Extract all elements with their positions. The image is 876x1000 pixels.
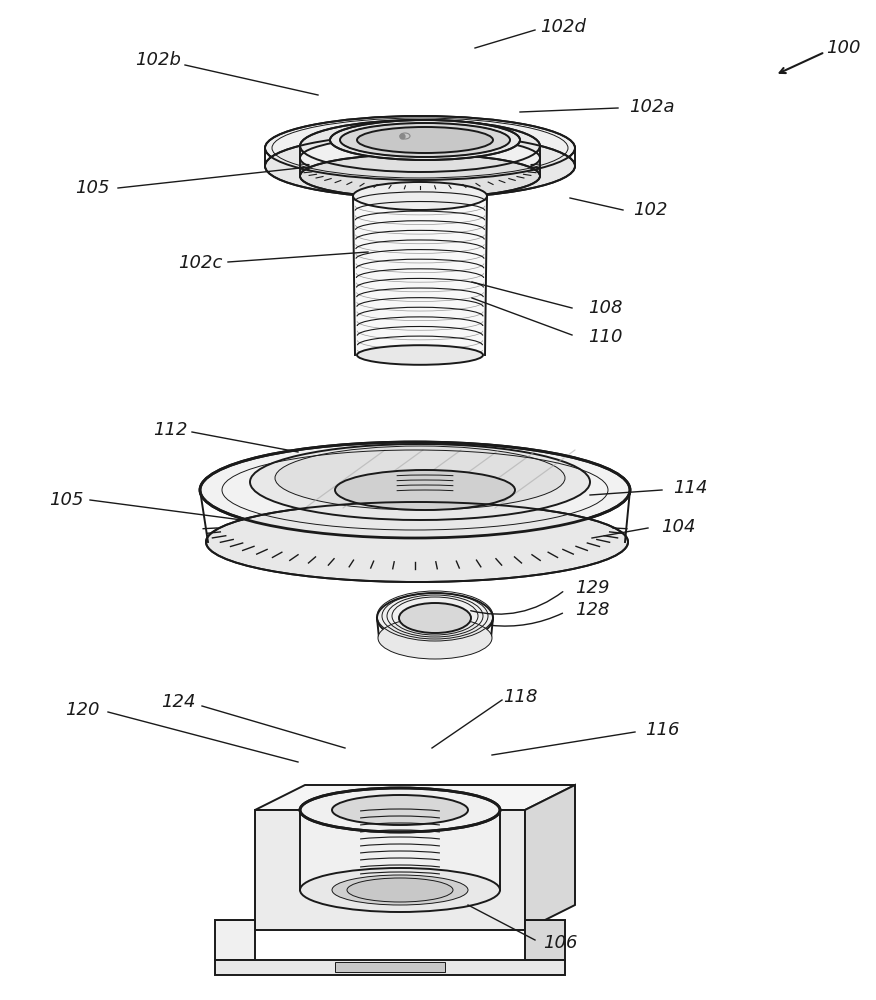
Polygon shape	[255, 785, 575, 810]
Text: 102c: 102c	[178, 254, 223, 272]
Text: 105: 105	[74, 179, 110, 197]
Polygon shape	[525, 920, 565, 960]
Ellipse shape	[357, 345, 483, 365]
Polygon shape	[300, 810, 500, 890]
Text: 105: 105	[49, 491, 83, 509]
Text: 129: 129	[575, 579, 609, 597]
Text: 106: 106	[543, 934, 577, 952]
Ellipse shape	[332, 875, 468, 905]
Text: 102d: 102d	[540, 18, 586, 36]
Ellipse shape	[377, 593, 493, 643]
Text: 118: 118	[503, 688, 537, 706]
Ellipse shape	[399, 603, 471, 633]
Ellipse shape	[250, 444, 590, 520]
Polygon shape	[353, 196, 487, 355]
Ellipse shape	[335, 470, 515, 510]
Polygon shape	[525, 785, 575, 930]
Text: 128: 128	[575, 601, 609, 619]
Text: 100: 100	[826, 39, 860, 57]
Text: 112: 112	[152, 421, 187, 439]
Ellipse shape	[357, 127, 493, 153]
Ellipse shape	[353, 182, 487, 210]
Text: 124: 124	[161, 693, 195, 711]
Ellipse shape	[300, 154, 540, 198]
Text: 102a: 102a	[629, 98, 675, 116]
Ellipse shape	[347, 878, 453, 902]
Text: 108: 108	[588, 299, 622, 317]
Ellipse shape	[378, 617, 492, 659]
Ellipse shape	[300, 788, 500, 832]
Text: 114: 114	[673, 479, 707, 497]
Text: 110: 110	[588, 328, 622, 346]
Text: 102: 102	[632, 201, 668, 219]
Ellipse shape	[300, 136, 540, 180]
Ellipse shape	[206, 502, 628, 582]
Text: 104: 104	[661, 518, 696, 536]
Ellipse shape	[200, 442, 630, 538]
Polygon shape	[335, 962, 445, 972]
Polygon shape	[255, 810, 525, 930]
Ellipse shape	[330, 120, 520, 160]
Text: 120: 120	[65, 701, 99, 719]
Ellipse shape	[300, 868, 500, 912]
Polygon shape	[215, 960, 565, 975]
Ellipse shape	[275, 446, 565, 510]
Text: 102b: 102b	[135, 51, 181, 69]
Text: 116: 116	[645, 721, 679, 739]
Ellipse shape	[332, 795, 468, 825]
Ellipse shape	[340, 123, 510, 157]
Ellipse shape	[265, 134, 575, 198]
Ellipse shape	[300, 120, 540, 172]
Polygon shape	[215, 920, 255, 960]
Ellipse shape	[265, 116, 575, 180]
